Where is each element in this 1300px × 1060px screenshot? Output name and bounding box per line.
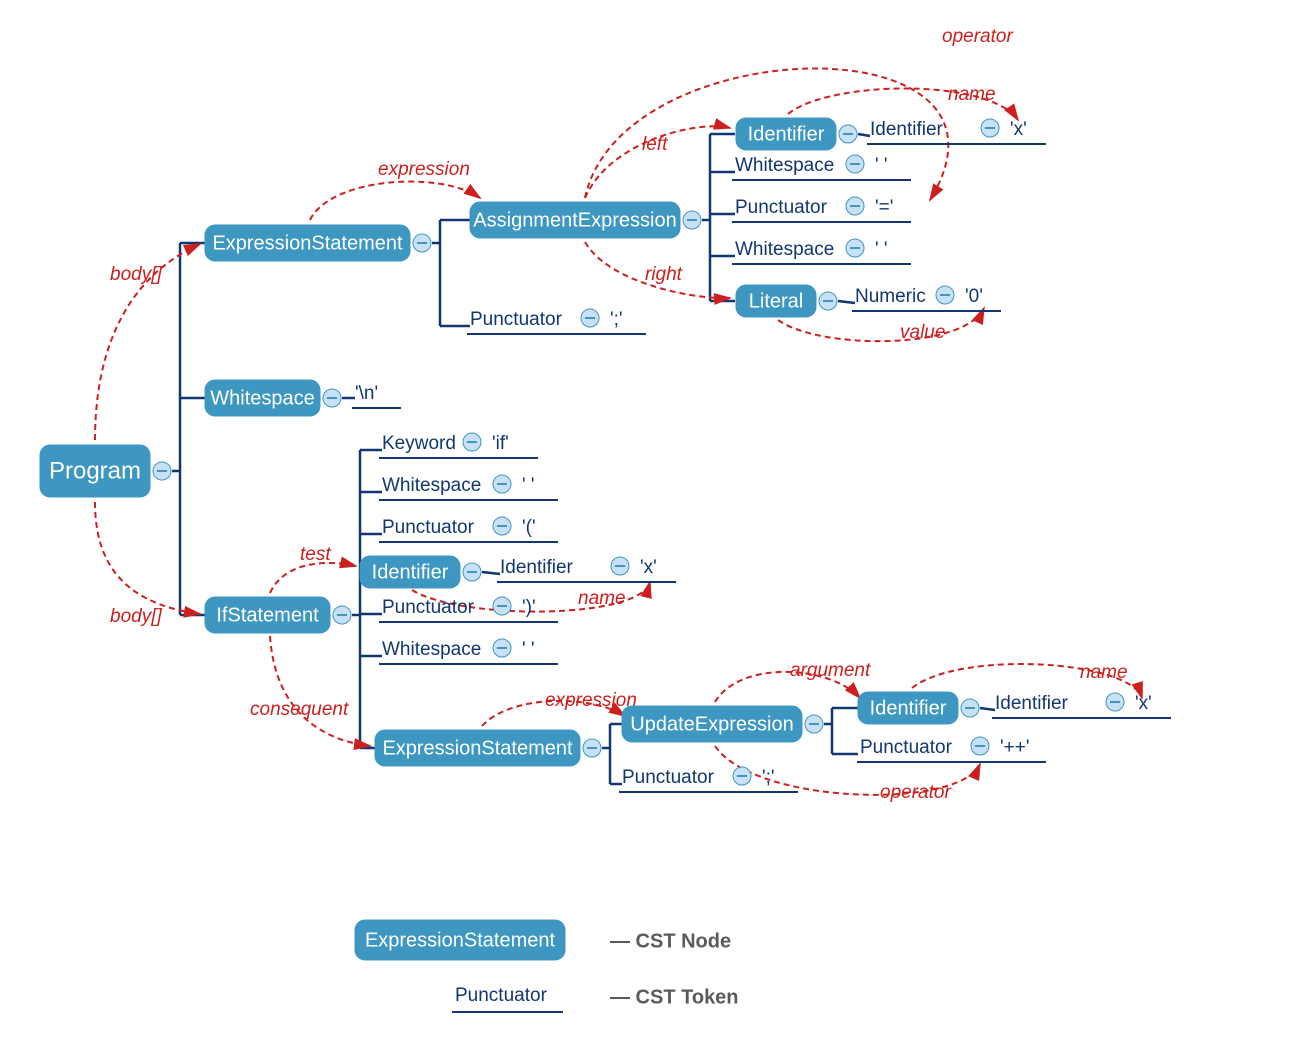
cst-token: Whitespace ' '	[379, 639, 558, 664]
token-type: Identifier	[995, 693, 1069, 714]
cst-token: Punctuator ')'	[379, 597, 558, 622]
token-type: Identifier	[500, 557, 574, 578]
token-value: 'x'	[1010, 119, 1027, 140]
relation-edge	[310, 182, 480, 220]
relation-edge	[270, 636, 370, 746]
cst-node: IfStatement	[205, 597, 330, 633]
cst-node: ExpressionStatement	[205, 225, 410, 261]
token-value: 'x'	[640, 557, 657, 578]
token-type: Whitespace	[735, 155, 834, 176]
cst-token: Identifier 'x'	[992, 693, 1171, 718]
token-value: ';'	[610, 309, 623, 330]
token-value: ' '	[522, 475, 535, 496]
cst-node: UpdateExpression	[622, 706, 802, 742]
node-label: Identifier	[748, 123, 825, 145]
token-type: Punctuator	[382, 597, 475, 618]
relation-label: argument	[790, 660, 871, 681]
cst-token: Punctuator '='	[732, 197, 911, 222]
cst-token: Punctuator ';'	[619, 767, 798, 792]
relation-label: test	[300, 544, 331, 565]
legend-node-text: — CST Node	[610, 930, 731, 952]
token-value: '++'	[1000, 737, 1029, 758]
legend: ExpressionStatement — CST Node Punctuator —…	[355, 920, 739, 1012]
node-label: Identifier	[870, 697, 947, 719]
node-label: IfStatement	[216, 604, 319, 626]
token-type: Identifier	[870, 119, 944, 140]
token-type: Whitespace	[382, 475, 481, 496]
relation-label: name	[578, 588, 626, 609]
relation-label: name	[1080, 662, 1128, 683]
relation-label: right	[645, 264, 683, 285]
cst-node: Whitespace	[205, 380, 320, 416]
token-value: '='	[875, 197, 893, 218]
cst-node: Program	[40, 445, 150, 497]
relation-label: expression	[378, 159, 470, 180]
token-type: Punctuator	[470, 309, 563, 330]
cst-token: Identifier 'x'	[497, 557, 676, 582]
relation-label: name	[948, 84, 996, 105]
cst-node: Identifier	[736, 118, 836, 150]
token-type: Punctuator	[382, 517, 475, 538]
token-value: 'x'	[1135, 693, 1152, 714]
relation-label: value	[900, 322, 945, 343]
relation-label: expression	[545, 690, 637, 711]
legend-node-label: ExpressionStatement	[365, 929, 556, 951]
node-label: ExpressionStatement	[382, 737, 573, 759]
cst-node: Identifier	[360, 556, 460, 588]
relation-edge	[270, 563, 356, 593]
relation-label: body[]	[110, 606, 162, 627]
token-type: Punctuator	[735, 197, 828, 218]
cst-token: Keyword 'if'	[379, 433, 538, 458]
legend-token-text: — CST Token	[610, 986, 739, 1008]
token-value: '0'	[965, 286, 983, 307]
cst-token: '\n'	[352, 383, 401, 408]
node-label: Identifier	[372, 561, 449, 583]
token-value: ')'	[522, 597, 536, 618]
relation-label: operator	[942, 26, 1013, 47]
token-type: Whitespace	[735, 239, 834, 260]
cst-token: Numeric '0'	[852, 286, 1001, 311]
cst-node: AssignmentExpression	[470, 202, 680, 238]
node-label: Program	[49, 457, 141, 484]
relation-label: body[]	[110, 264, 162, 285]
token-value: ';'	[762, 767, 775, 788]
node-label: ExpressionStatement	[212, 232, 403, 254]
cst-token: Whitespace ' '	[379, 475, 558, 500]
token-value: '\n'	[355, 383, 378, 404]
relation-label: operator	[880, 782, 951, 803]
token-value: ' '	[875, 155, 888, 176]
cst-token: Identifier 'x'	[867, 119, 1046, 144]
node-label: Literal	[749, 290, 803, 312]
legend-token-label: Punctuator	[455, 985, 548, 1006]
cst-token: Punctuator '++'	[857, 737, 1046, 762]
token-type: Punctuator	[860, 737, 953, 758]
cst-token: Whitespace ' '	[732, 239, 911, 264]
node-label: AssignmentExpression	[473, 209, 676, 231]
token-value: ' '	[875, 239, 888, 260]
token-value: ' '	[522, 639, 535, 660]
relation-label: left	[642, 134, 668, 155]
relation-label: consequent	[250, 699, 349, 720]
token-type: Punctuator	[622, 767, 715, 788]
token-type: Keyword	[382, 433, 456, 454]
cst-node: ExpressionStatement	[375, 730, 580, 766]
node-label: UpdateExpression	[630, 713, 793, 735]
cst-token: Punctuator '('	[379, 517, 558, 542]
relation-edge	[95, 502, 200, 614]
cst-token: Whitespace ' '	[732, 155, 911, 180]
token-type: Whitespace	[382, 639, 481, 660]
cst-diagram: body[] body[] expression left right name opera…	[0, 0, 1300, 1060]
cst-node: Literal	[736, 285, 816, 317]
token-type: Numeric	[855, 286, 926, 307]
cst-node: Identifier	[858, 692, 958, 724]
token-value: '('	[522, 517, 536, 538]
node-label: Whitespace	[210, 387, 315, 409]
token-value: 'if'	[492, 433, 509, 454]
cst-token: Punctuator ';'	[467, 309, 646, 334]
